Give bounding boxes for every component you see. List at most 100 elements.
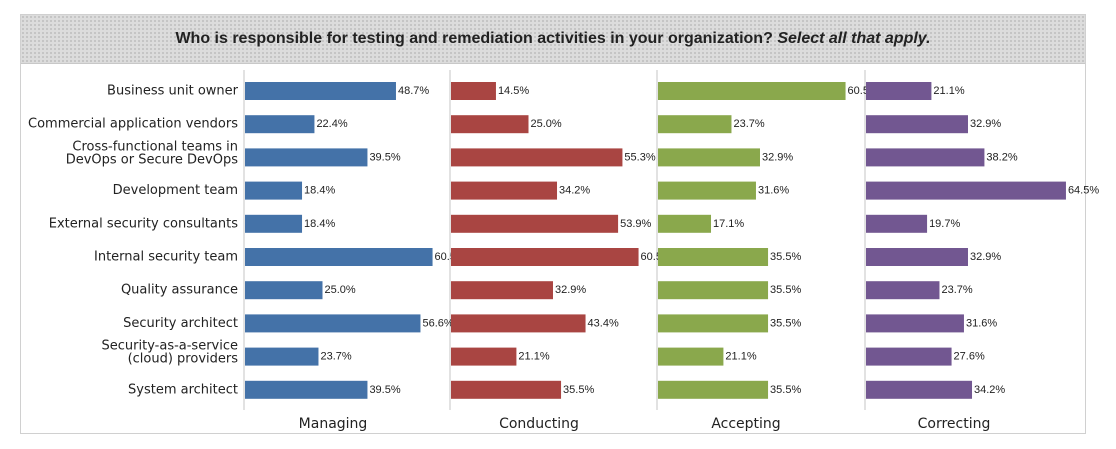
bar-value-label: 23.7% [320,351,351,363]
bar-value-label: 23.7% [941,284,972,296]
category-label: Quality assurance [121,283,238,298]
bar-value-label: 31.6% [966,317,997,329]
bar-conducting [451,181,558,200]
series-label-managing: Managing [299,416,368,432]
series-label-accepting: Accepting [711,416,780,432]
bar-value-label: 48.7% [398,85,429,97]
bar-accepting [658,115,732,134]
category-label: External security consultants [49,216,238,231]
bar-value-label: 19.7% [929,218,960,230]
bar-managing [245,181,303,200]
bar-value-label: 17.1% [713,218,744,230]
bar-managing [245,82,396,100]
bar-value-label: 55.3% [624,151,655,163]
series-label-correcting: Correcting [918,416,991,432]
chart-title-bar: Who is responsible for testing and remed… [21,15,1085,64]
bar-value-label: 56.6% [422,317,453,329]
bar-value-label: 39.5% [369,384,400,396]
bar-value-label: 35.5% [770,317,801,329]
bar-conducting [451,281,553,300]
bar-correcting [866,347,952,366]
bar-correcting [866,380,973,399]
bar-value-label: 35.5% [770,251,801,263]
bar-correcting [866,181,1066,200]
bar-value-label: 25.0% [531,118,562,130]
bar-value-label: 31.6% [758,185,789,197]
bar-value-label: 43.4% [588,317,619,329]
bar-value-label: 22.4% [316,118,347,130]
bar-managing [245,314,421,333]
bar-accepting [658,82,846,100]
bar-managing [245,115,315,134]
bar-value-label: 32.9% [555,284,586,296]
bar-conducting [451,82,496,100]
category-label-line: Security-as-a-service [102,339,239,354]
bar-managing [245,380,368,399]
bar-value-label: 35.5% [770,384,801,396]
bar-value-label: 64.5% [1068,185,1099,197]
bar-value-label: 34.2% [974,384,1005,396]
bar-value-label: 39.5% [369,151,400,163]
chart-title: Who is responsible for testing and remed… [175,30,930,48]
bar-value-label: 32.9% [970,251,1001,263]
bar-correcting [866,314,964,333]
bar-value-label: 32.9% [762,151,793,163]
bar-managing [245,281,323,300]
bar-conducting [451,314,586,333]
category-label: Internal security team [94,250,238,265]
bar-conducting [451,248,639,266]
bar-value-label: 21.1% [518,351,549,363]
category-label: Development team [113,183,238,198]
chart-title-main: Who is responsible for testing and remed… [175,30,773,47]
bar-correcting [866,281,940,300]
bar-accepting [658,214,712,233]
chart-title-emphasis: Select all that apply. [777,30,931,47]
category-label-line: DevOps or Secure DevOps [66,152,239,167]
bar-conducting [451,214,619,233]
bar-value-label: 18.4% [304,185,335,197]
category-label-line: (cloud) providers [128,352,239,367]
category-label: Cross-functional teams in DevOps or Secur… [66,139,239,167]
bar-correcting [866,82,932,100]
bar-accepting [658,181,756,200]
bar-value-label: 14.5% [498,85,529,97]
bar-conducting [451,115,529,134]
bar-value-label: 38.2% [986,151,1017,163]
category-label: Business unit owner [107,84,239,99]
bar-correcting [866,148,985,167]
bar-accepting [658,148,760,167]
bar-value-label: 53.9% [620,218,651,230]
bar-conducting [451,380,562,399]
bar-managing [245,214,303,233]
bar-conducting [451,347,517,366]
category-label: Security architect [123,316,238,331]
bar-managing [245,148,368,167]
bar-managing [245,248,433,266]
bar-conducting [451,148,623,167]
series-label-conducting: Conducting [499,416,579,432]
bar-accepting [658,380,769,399]
bar-value-label: 35.5% [770,284,801,296]
category-label: Security-as-a-service (cloud) providers [102,339,239,367]
bar-accepting [658,314,769,333]
bar-accepting [658,281,769,300]
bar-managing [245,347,319,366]
bar-value-label: 18.4% [304,218,335,230]
category-label-line: Cross-functional teams in [72,139,238,154]
category-label: Commercial application vendors [28,117,238,132]
bar-correcting [866,248,968,266]
bar-accepting [658,248,769,266]
bar-value-label: 27.6% [954,351,985,363]
bar-value-label: 21.1% [725,351,756,363]
bar-value-label: 35.5% [563,384,594,396]
bar-accepting [658,347,724,366]
category-label: System architect [128,382,238,397]
bar-value-label: 34.2% [559,185,590,197]
bar-correcting [866,214,928,233]
bar-value-label: 21.1% [933,85,964,97]
bar-value-label: 23.7% [733,118,764,130]
bar-value-label: 32.9% [970,118,1001,130]
bar-correcting [866,115,968,134]
bar-value-label: 25.0% [325,284,356,296]
